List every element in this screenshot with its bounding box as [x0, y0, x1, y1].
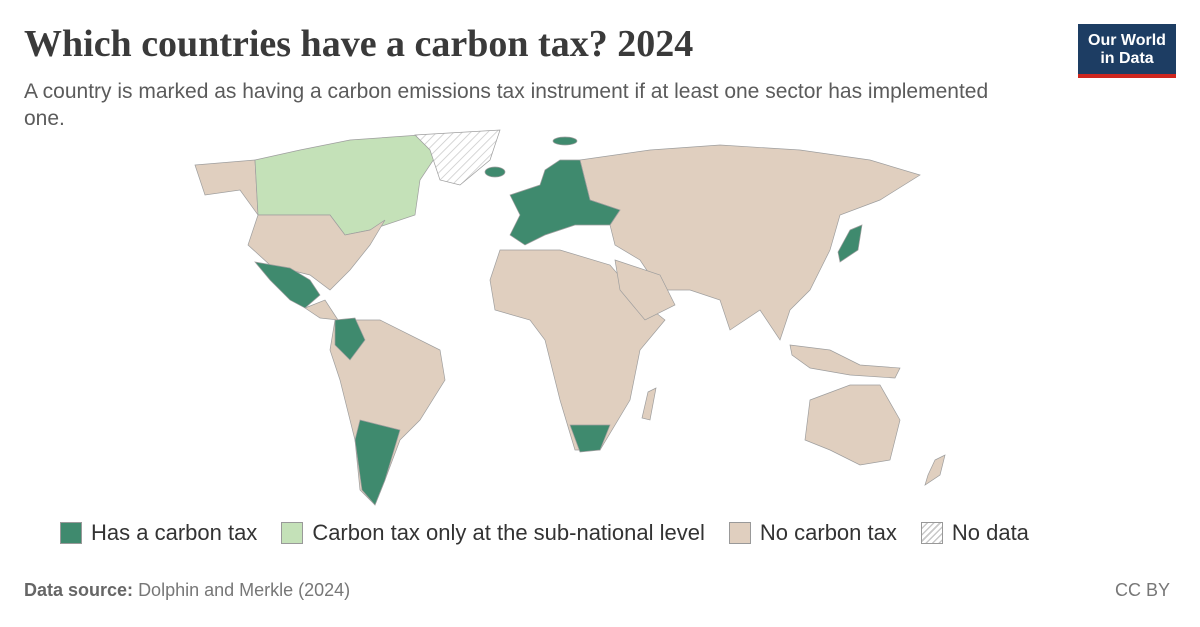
colombia — [334, 317, 366, 361]
mexico — [254, 261, 321, 309]
alaska — [194, 159, 259, 217]
south-africa — [569, 424, 611, 453]
argentina-chile — [354, 419, 401, 506]
subtitle: A country is marked as having a carbon e… — [24, 80, 989, 130]
logo-line: Our World — [1088, 32, 1166, 49]
iceland — [484, 166, 506, 178]
legend-label: No data — [951, 520, 1029, 545]
legend-label: No carbon tax — [759, 520, 897, 545]
title: Which countries have a carbon tax? 2024 — [24, 23, 694, 65]
source-label: Data source: — [24, 580, 134, 600]
legend-item: No carbon tax — [728, 520, 897, 546]
usa — [247, 214, 386, 291]
legend-swatch — [920, 522, 943, 544]
europe — [509, 159, 621, 246]
legend-swatch — [728, 522, 751, 544]
madagascar — [641, 387, 657, 421]
legend-label: Has a carbon tax — [91, 520, 258, 545]
legend-item: Carbon tax only at the sub-national leve… — [281, 520, 705, 546]
legend-label: Carbon tax only at the sub-national leve… — [312, 520, 705, 545]
footer: Data source: Dolphin and Merkle (2024) — [24, 580, 350, 601]
asia — [579, 144, 921, 341]
greenland — [414, 129, 501, 186]
new-zealand — [924, 454, 946, 486]
logo-line: in Data — [1100, 50, 1154, 67]
logo[interactable]: Our World in Data — [1078, 24, 1176, 78]
arabia — [614, 259, 676, 321]
australia — [804, 384, 901, 466]
indonesia — [789, 344, 901, 379]
legend-item: No data — [920, 520, 1029, 546]
legend: Has a carbon tax Carbon tax only at the s… — [60, 520, 1053, 546]
legend-swatch — [281, 522, 304, 544]
license[interactable]: CC BY — [1114, 580, 1170, 600]
legend-swatch — [60, 522, 82, 544]
source[interactable]: Dolphin and Merkle (2024) — [138, 580, 351, 600]
legend-item: Has a carbon tax — [60, 520, 257, 546]
japan — [837, 224, 863, 263]
world-map — [194, 129, 946, 506]
svalbard — [552, 136, 578, 146]
